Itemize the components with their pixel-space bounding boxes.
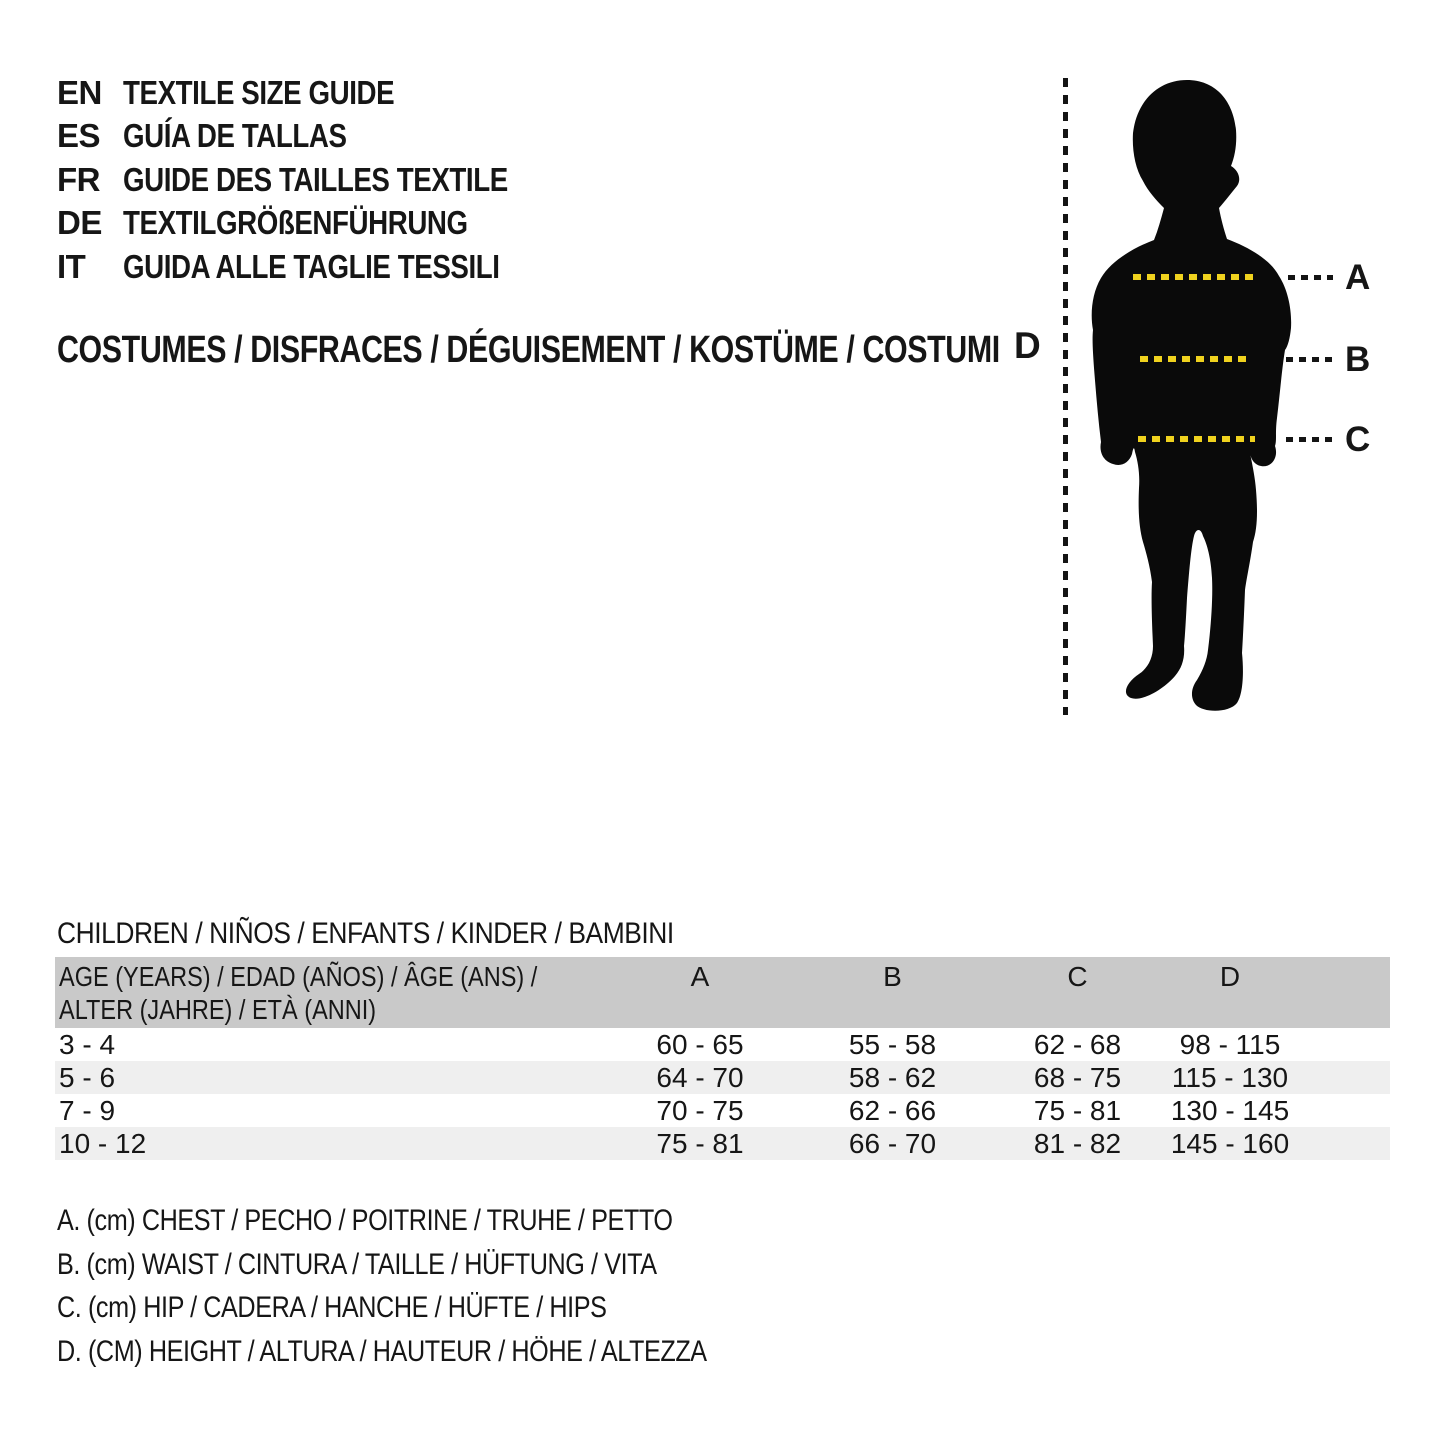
category-title: COSTUMES / DISFRACES / DÉGUISEMENT / KOS…: [57, 329, 1000, 371]
language-code: ES: [57, 117, 101, 155]
legend-height: D. (CM) HEIGHT / ALTURA / HAUTEUR / HÖHE…: [57, 1334, 707, 1368]
chest-dash-line: [1133, 274, 1253, 280]
height-dotted-line: [1063, 78, 1068, 715]
column-header-d: D: [1219, 961, 1241, 992]
column-header-c: C: [1067, 961, 1088, 992]
language-row-de: DE TEXTILGRÖßENFÜHRUNG: [57, 202, 581, 246]
waist-dash-line: [1140, 356, 1250, 362]
child-silhouette: [1091, 80, 1292, 711]
language-title: TEXTILGRÖßENFÜHRUNG: [123, 204, 468, 242]
height-measure-label: D: [1014, 325, 1041, 366]
measurement-diagram: D A B C: [1000, 70, 1430, 730]
language-title: GUÍA DE TALLAS: [123, 117, 347, 155]
language-row-fr: FR GUIDE DES TAILLES TEXTILE: [57, 158, 581, 202]
table-row: 5 - 6 64 - 70 58 - 62 68 - 75 115 - 130: [55, 1061, 1390, 1094]
waist-connector-dots: [1286, 357, 1333, 362]
legend-waist: B. (cm) WAIST / CINTURA / TAILLE / HÜFTU…: [57, 1247, 657, 1281]
language-code: FR: [57, 160, 101, 198]
table-row: 3 - 4 60 - 65 55 - 58 62 - 68 98 - 115: [59, 1029, 1281, 1060]
hip-dash-line: [1138, 436, 1255, 442]
waist-measure-label: B: [1345, 340, 1371, 379]
language-code: EN: [57, 73, 102, 111]
language-title: GUIDA ALLE TAGLIE TESSILI: [123, 247, 500, 285]
table-section-title: CHILDREN / NIÑOS / ENFANTS / KINDER / BA…: [57, 917, 674, 950]
table-row: 7 - 9 70 - 75 62 - 66 75 - 81 130 - 145: [59, 1095, 1290, 1126]
legend-chest: A. (cm) CHEST / PECHO / POITRINE / TRUHE…: [57, 1204, 673, 1237]
language-code: DE: [57, 204, 102, 242]
legend-hip: C. (cm) HIP / CADERA / HANCHE / HÜFTE / …: [57, 1291, 607, 1324]
column-header-a: A: [690, 961, 710, 992]
language-row-it: IT GUIDA ALLE TAGLIE TESSILI: [57, 245, 581, 289]
language-title: TEXTILE SIZE GUIDE: [123, 73, 395, 111]
language-code: IT: [57, 247, 86, 285]
age-column-header: AGE (YEARS) / EDAD (AÑOS) / ÂGE (ANS) / …: [59, 961, 538, 1025]
hip-measure-label: C: [1345, 420, 1371, 459]
chest-connector-dots: [1288, 275, 1333, 280]
language-title: GUIDE DES TAILLES TEXTILE: [123, 160, 508, 198]
hip-connector-dots: [1286, 437, 1333, 442]
language-title-list: EN TEXTILE SIZE GUIDE ES GUÍA DE TALLAS …: [57, 71, 581, 289]
size-table: AGE (YEARS) / EDAD (AÑOS) / ÂGE (ANS) / …: [55, 957, 1390, 1160]
table-header-row: AGE (YEARS) / EDAD (AÑOS) / ÂGE (ANS) / …: [55, 957, 1390, 1028]
language-row-en: EN TEXTILE SIZE GUIDE: [57, 71, 581, 115]
table-row: 10 - 12 75 - 81 66 - 70 81 - 82 145 - 16…: [55, 1127, 1390, 1160]
chest-measure-label: A: [1345, 258, 1371, 297]
language-row-es: ES GUÍA DE TALLAS: [57, 115, 581, 159]
measurement-legend: A. (cm) CHEST / PECHO / POITRINE / TRUHE…: [57, 1199, 830, 1373]
column-header-b: B: [883, 961, 902, 992]
